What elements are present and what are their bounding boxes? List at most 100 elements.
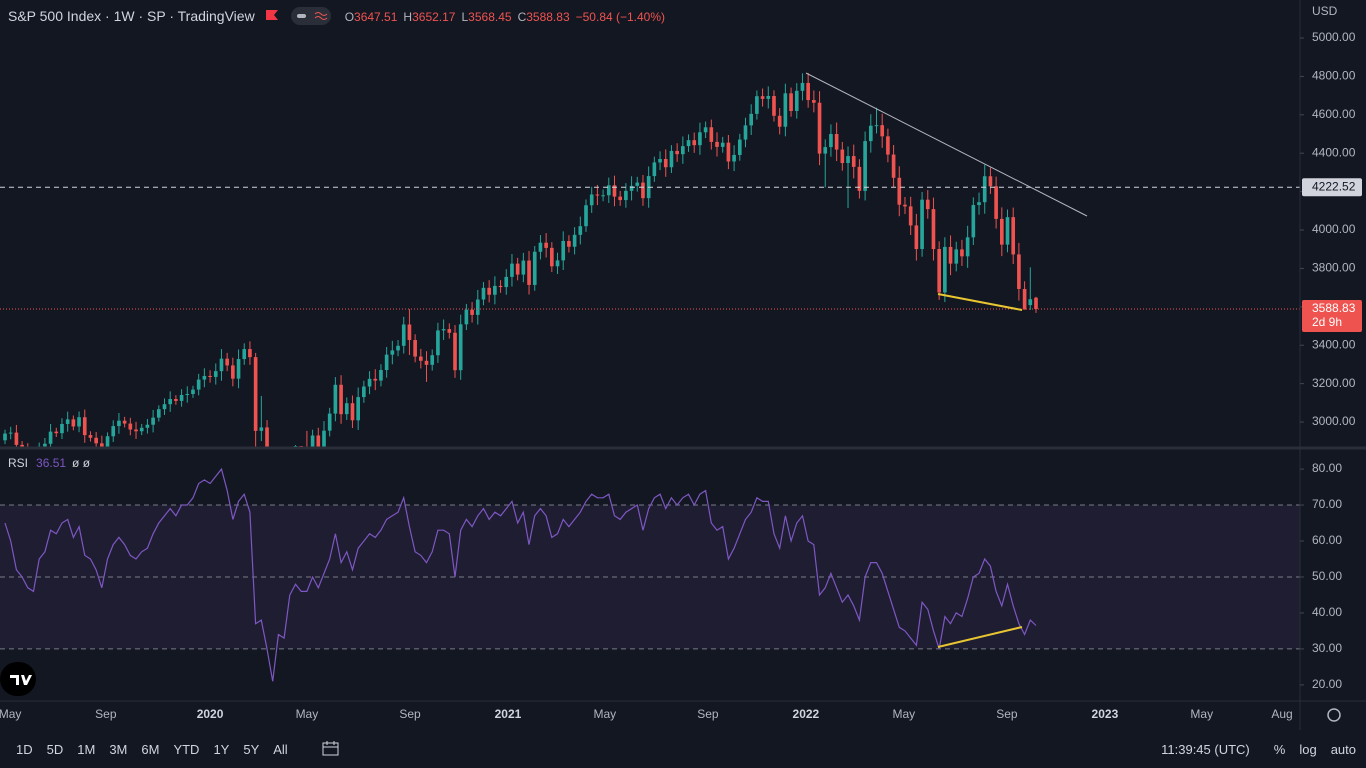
candle-body xyxy=(868,125,873,142)
candle-body xyxy=(914,225,919,250)
x-tick-label: May xyxy=(0,707,21,721)
chart-area: USD 3000.003200.003400.003600.003800.004… xyxy=(0,0,1366,730)
ohlc-label: H xyxy=(403,10,413,24)
candle-body xyxy=(982,176,987,203)
candle-body xyxy=(663,158,668,168)
range-button[interactable]: YTD xyxy=(173,741,200,757)
candle-body xyxy=(174,398,178,401)
price-change: −50.84 (−1.40%) xyxy=(575,10,666,24)
settings-icon[interactable] xyxy=(1327,708,1341,722)
range-button[interactable]: All xyxy=(273,741,288,757)
currency-label[interactable]: USD xyxy=(1312,4,1338,18)
candle-body xyxy=(772,96,776,116)
y-tick-label: 3800.00 xyxy=(1312,261,1356,275)
candle-body xyxy=(219,358,224,372)
candle-body xyxy=(943,246,947,293)
candle-body xyxy=(737,139,742,155)
rsi-line xyxy=(4,467,1037,682)
ohlc-value: 3568.45 xyxy=(468,10,512,24)
legend-item: 36.51 xyxy=(36,456,66,470)
flag-icon[interactable] xyxy=(265,10,279,22)
candle-body xyxy=(829,134,833,148)
date-range-icon[interactable] xyxy=(322,741,340,757)
candle-body xyxy=(493,285,497,295)
ohlc-label: O xyxy=(344,10,355,24)
candle-body xyxy=(806,82,810,101)
symbol-title: S&P 500 Index · 1W · SP · TradingView xyxy=(8,8,255,24)
scale-option[interactable]: auto xyxy=(1330,741,1356,757)
ohlc-label: L xyxy=(461,10,469,24)
y-tick-label: 4600.00 xyxy=(1312,107,1356,121)
candle-body xyxy=(333,384,338,414)
y-tick-label: 60.00 xyxy=(1312,533,1342,547)
candle-body xyxy=(464,309,469,325)
y-tick-label: 80.00 xyxy=(1312,461,1342,475)
x-tick-label: 2023 xyxy=(1092,707,1119,721)
candle-body xyxy=(26,449,30,456)
ohlc-values: O3647.51 H3652.17 L3568.45 C3588.83 −50.84 (… xyxy=(345,8,671,24)
candle-body xyxy=(470,309,474,315)
candle-body xyxy=(931,209,936,250)
price-label: 3588.83 xyxy=(1312,301,1356,315)
candle-body xyxy=(743,125,748,140)
candle-body xyxy=(1005,217,1010,245)
candle-body xyxy=(122,420,127,424)
candle-body xyxy=(168,398,173,405)
candle-body xyxy=(32,455,36,469)
candle-body xyxy=(82,417,87,436)
candle-body xyxy=(441,329,446,331)
candle-body xyxy=(561,240,566,261)
y-tick-label: 4400.00 xyxy=(1312,145,1356,159)
candle-body xyxy=(595,194,600,196)
candle-body xyxy=(185,394,190,396)
visibility-toggle[interactable] xyxy=(290,7,331,25)
candle-body xyxy=(965,237,970,257)
y-tick-label: 70.00 xyxy=(1312,497,1342,511)
candle-body xyxy=(812,100,816,103)
candle-body xyxy=(71,419,76,427)
ohlc-label: C xyxy=(517,10,527,24)
candle-body xyxy=(498,285,503,288)
candle-body xyxy=(1028,299,1033,306)
candle-body xyxy=(698,132,702,146)
candle-body xyxy=(367,378,372,387)
candle-body xyxy=(487,287,491,295)
range-button[interactable]: 1Y xyxy=(213,741,230,757)
candle-body xyxy=(242,349,247,360)
candle-body xyxy=(584,205,588,227)
candle-body xyxy=(94,437,98,444)
scale-option[interactable]: log xyxy=(1299,741,1317,757)
range-button[interactable]: 5D xyxy=(46,741,64,757)
candle-body xyxy=(379,370,383,381)
candle-body xyxy=(709,127,714,142)
candle-body xyxy=(999,218,1004,245)
candle-body xyxy=(988,176,993,187)
range-button[interactable]: 3M xyxy=(109,741,128,757)
range-button[interactable]: 6M xyxy=(141,741,160,757)
candle-body xyxy=(430,355,435,365)
x-tick-label: 2021 xyxy=(495,707,522,721)
candle-body xyxy=(669,150,674,168)
candle-body xyxy=(726,142,731,162)
candle-body xyxy=(424,360,429,365)
candle-body xyxy=(128,423,133,430)
range-button[interactable]: 5Y xyxy=(243,741,260,757)
candle-body xyxy=(675,150,679,155)
ohlc-value: 3647.51 xyxy=(354,10,398,24)
y-tick-label: 3200.00 xyxy=(1312,376,1356,390)
x-tick-label: May xyxy=(893,707,916,721)
candle-body xyxy=(948,246,953,264)
candle-body xyxy=(191,389,195,395)
candle-body xyxy=(840,149,845,164)
scale-option[interactable]: % xyxy=(1273,741,1286,757)
clock[interactable]: 11:39:45 (UTC) xyxy=(1161,741,1250,757)
candle-body xyxy=(891,154,896,178)
divergence-line xyxy=(937,626,1023,648)
range-button[interactable]: 1D xyxy=(16,741,33,757)
range-button[interactable]: 1M xyxy=(77,741,96,757)
candle-body xyxy=(606,185,611,196)
candle-body xyxy=(407,324,412,341)
candle-body xyxy=(231,365,235,379)
candle-body xyxy=(851,156,856,167)
